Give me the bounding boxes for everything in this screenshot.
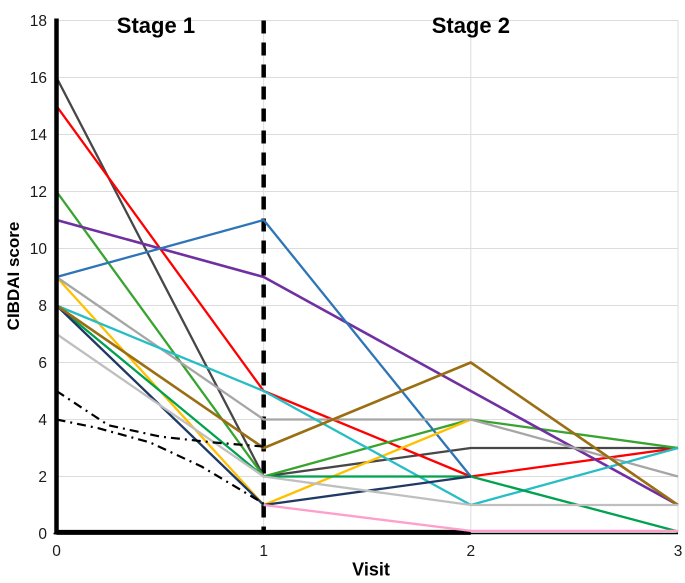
y-axis-title: CIBDAI score <box>4 221 23 331</box>
dog-dark-gray <box>55 76 678 478</box>
x-tick-label: 2 <box>467 543 476 560</box>
mean-dash-dot-lower <box>56 418 265 505</box>
dog-red <box>55 105 679 478</box>
stage2-label: Stage 2 <box>431 13 510 38</box>
y-tick-label: 10 <box>30 241 48 258</box>
stage1-label: Stage 1 <box>116 13 196 38</box>
dog-gray <box>55 276 679 478</box>
y-tick-label: 16 <box>30 70 47 87</box>
y-tick-label: 0 <box>38 526 47 543</box>
dog-brown <box>55 304 679 507</box>
dog-pink <box>263 503 678 533</box>
dog-light-gray <box>55 333 678 507</box>
x-tick-label: 0 <box>52 543 61 560</box>
y-tick-label: 6 <box>38 355 47 372</box>
x-tick-label: 3 <box>674 543 683 560</box>
dog-cyan <box>56 304 679 507</box>
y-tick-label: 2 <box>38 469 47 486</box>
y-tick-label: 4 <box>38 412 47 429</box>
x-tick-label: 1 <box>259 543 268 560</box>
y-tick-label: 18 <box>30 13 47 30</box>
y-tick-label: 12 <box>30 184 47 201</box>
y-tick-label: 8 <box>38 298 47 315</box>
x-axis-title: Visit <box>352 559 390 580</box>
y-tick-label: 14 <box>30 127 48 144</box>
